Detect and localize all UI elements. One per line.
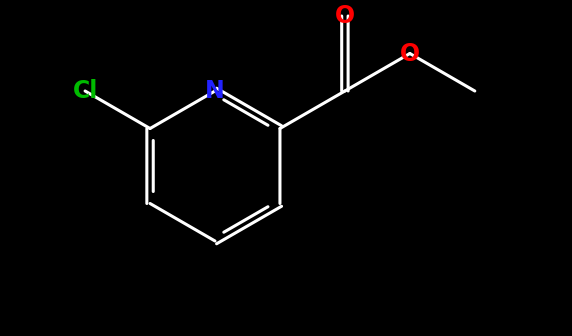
Text: O: O [335,4,355,28]
Text: N: N [205,79,225,103]
Text: Cl: Cl [73,79,98,103]
Text: O: O [400,42,420,66]
